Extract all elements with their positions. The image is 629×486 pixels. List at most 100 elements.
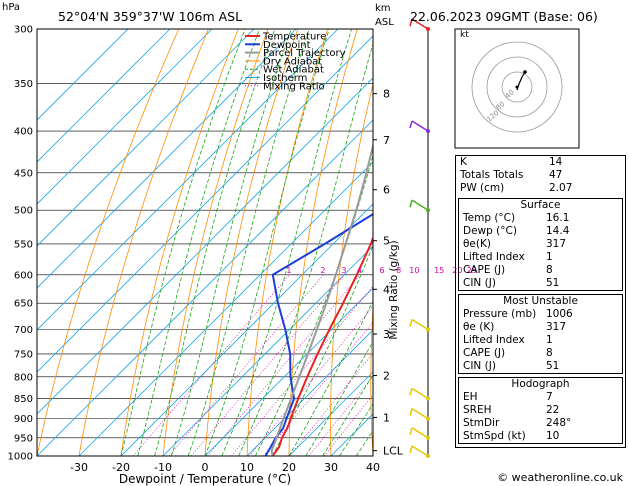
pressure-tick-label: 600 bbox=[14, 270, 33, 281]
dry-adiabat-line bbox=[330, 82, 373, 456]
surface-label: CAPE (J) bbox=[463, 264, 506, 276]
legend-label: Mixing Ratio bbox=[263, 81, 325, 92]
surface-label: Lifted Index bbox=[463, 251, 525, 263]
mu-value: 8 bbox=[546, 347, 553, 359]
hodo-row: StmDir 248° bbox=[459, 417, 622, 430]
wind-barb-flag bbox=[409, 408, 413, 416]
hodo-label: EH bbox=[463, 391, 478, 403]
surface-row: Lifted Index 1 bbox=[459, 251, 622, 264]
most-unstable-title: Most Unstable bbox=[503, 295, 578, 307]
mixing-ratio-tick-label: 6 bbox=[379, 266, 384, 275]
mixing-ratio-line bbox=[248, 305, 373, 456]
pressure-tick-label: 950 bbox=[14, 433, 33, 444]
hodo-value: 248° bbox=[546, 417, 572, 429]
hodograph-ring bbox=[471, 41, 563, 133]
km-tick-label: 4 bbox=[383, 283, 390, 296]
mu-label: Pressure (mb) bbox=[463, 308, 537, 320]
isotherm-line bbox=[78, 161, 373, 456]
hodograph-box: Hodograph EH 7 SREH 22 StmDir 248° StmSpd (kt)… bbox=[458, 377, 623, 444]
series-temperature bbox=[271, 235, 373, 456]
wet-adiabat-line bbox=[171, 29, 292, 456]
footer-credit: © weatheronline.co.uk bbox=[497, 471, 623, 484]
wind-barb bbox=[411, 199, 429, 211]
mu-label: CAPE (J) bbox=[463, 347, 506, 359]
hodograph-ring-label: 80 bbox=[495, 100, 507, 112]
hodo-label: SREH bbox=[463, 404, 492, 416]
dry-adiabat-line bbox=[162, 29, 269, 456]
temperature-tick-label: 10 bbox=[240, 461, 254, 474]
pressure-tick-label: 900 bbox=[14, 414, 33, 425]
dry-adiabat-line bbox=[37, 29, 180, 456]
mixing-ratio-tick-label: 20 bbox=[452, 266, 462, 275]
header-asl: ASL bbox=[375, 17, 394, 28]
wet-adiabat-line bbox=[271, 244, 373, 456]
dry-adiabat-line bbox=[120, 29, 239, 456]
mixing-ratio-tick-label: 8 bbox=[396, 266, 401, 275]
surface-title: Surface bbox=[520, 199, 561, 211]
surface-row: CAPE (J) 8 bbox=[459, 264, 622, 277]
hodograph-trace bbox=[516, 71, 526, 91]
wind-barb-dot bbox=[426, 416, 430, 421]
isotherm-line bbox=[37, 29, 339, 331]
mixing-ratio-tick-label: 2 bbox=[320, 266, 325, 275]
mu-value: 51 bbox=[546, 360, 560, 372]
wet-adiabat-line bbox=[154, 29, 276, 456]
temperature-tick-label: -20 bbox=[112, 461, 130, 474]
pressure-tick-label: 700 bbox=[14, 325, 33, 336]
mixing-ratio-tick-label: 10 bbox=[409, 266, 419, 275]
isotherm-line bbox=[37, 29, 213, 205]
mixing-ratio-line bbox=[262, 321, 373, 456]
wet-adiabat-line bbox=[187, 29, 310, 456]
hodo-value: 22 bbox=[546, 404, 560, 416]
wet-adiabat-line bbox=[288, 300, 373, 456]
dry-adiabat-line bbox=[370, 301, 373, 456]
km-tick-label: 6 bbox=[383, 184, 390, 197]
mixing-ratio-tick-label: 15 bbox=[434, 266, 444, 275]
mixing-ratio-axis-label: Mixing Ratio (g/kg) bbox=[388, 240, 400, 339]
surface-value: 51 bbox=[546, 277, 560, 289]
hodo-label: StmDir bbox=[463, 417, 500, 429]
pressure-tick-label: 800 bbox=[14, 372, 33, 383]
mu-label: Lifted Index bbox=[463, 334, 525, 346]
legend-label: Dry Adiabat bbox=[263, 56, 322, 67]
pressure-tick-label: 500 bbox=[14, 206, 33, 217]
header-km: km bbox=[375, 3, 391, 14]
surface-row: CIN (J) 51 bbox=[459, 277, 622, 290]
isotherm-line bbox=[162, 245, 373, 456]
hodograph-ring bbox=[486, 56, 548, 118]
surface-label: Dewp (°C) bbox=[463, 225, 517, 237]
wind-barb-flag bbox=[409, 319, 413, 327]
isotherm-line bbox=[37, 29, 129, 121]
mixing-ratio-tick-label: 4 bbox=[357, 266, 362, 275]
wind-barb bbox=[411, 427, 429, 439]
wet-adiabat-line bbox=[322, 374, 373, 456]
wind-barb bbox=[411, 407, 429, 420]
pressure-tick-label: 750 bbox=[14, 349, 33, 360]
isotherm-line bbox=[204, 287, 373, 456]
wind-barb-dot bbox=[426, 208, 430, 213]
hodograph-storm-point bbox=[523, 70, 527, 74]
wind-barb-flag bbox=[409, 427, 413, 436]
hodograph-ring-label: 40 bbox=[504, 88, 516, 100]
mixing-ratio-tick-label: 25 bbox=[467, 266, 477, 275]
temperature-tick-label: -10 bbox=[154, 461, 172, 474]
mu-row: CAPE (J) 8 bbox=[459, 347, 622, 360]
pressure-tick-label: 1000 bbox=[8, 452, 33, 463]
series-dewpoint bbox=[264, 212, 373, 456]
wind-barb-flag bbox=[409, 120, 413, 129]
temperature-tick-label: 30 bbox=[324, 461, 338, 474]
x-axis-label: Dewpoint / Temperature (°C) bbox=[119, 472, 291, 486]
surface-row: θe(K) 317 bbox=[459, 238, 622, 251]
wet-adiabat-line bbox=[238, 42, 373, 456]
wind-barb bbox=[411, 120, 429, 132]
wind-barb-dot bbox=[426, 327, 430, 332]
surface-value: 16.1 bbox=[546, 212, 570, 224]
wind-barb-flag bbox=[409, 199, 413, 208]
dry-adiabat-line bbox=[78, 29, 209, 456]
temperature-tick-label: 40 bbox=[366, 461, 380, 474]
tt-value: 47 bbox=[549, 169, 563, 181]
mu-row: θe (K) 317 bbox=[459, 321, 622, 334]
pressure-tick-label: 650 bbox=[14, 299, 33, 310]
pw-label: PW (cm) bbox=[460, 182, 505, 194]
